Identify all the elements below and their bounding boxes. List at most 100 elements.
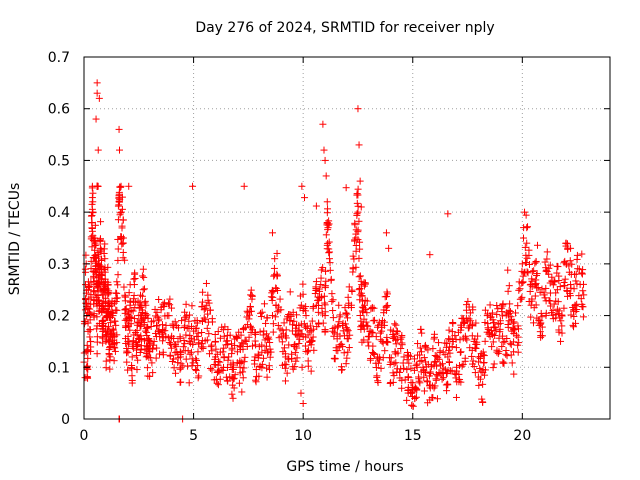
data-point xyxy=(429,345,437,353)
data-point xyxy=(116,146,124,154)
data-point xyxy=(258,341,266,349)
data-point xyxy=(518,279,526,287)
data-point xyxy=(528,277,536,285)
data-point xyxy=(494,320,502,328)
data-point xyxy=(211,331,219,339)
data-point xyxy=(210,361,218,369)
data-point xyxy=(441,351,449,359)
data-point xyxy=(84,374,92,382)
data-point xyxy=(421,368,429,376)
data-point xyxy=(452,393,460,401)
data-point xyxy=(180,336,188,344)
data-point xyxy=(507,313,515,321)
data-point xyxy=(382,229,390,237)
data-point xyxy=(307,367,315,375)
data-point xyxy=(354,105,362,113)
data-point xyxy=(551,278,559,286)
data-point xyxy=(390,360,398,368)
data-point xyxy=(287,312,295,320)
data-point xyxy=(478,395,486,403)
data-point xyxy=(441,339,449,347)
data-point xyxy=(106,365,114,373)
data-point xyxy=(398,384,406,392)
x-axis-label: GPS time / hours xyxy=(286,459,403,475)
data-point xyxy=(360,336,368,344)
data-point xyxy=(555,326,563,334)
data-point xyxy=(341,320,349,328)
data-point xyxy=(335,318,343,326)
data-point xyxy=(263,334,271,342)
data-point xyxy=(463,336,471,344)
data-point xyxy=(371,316,379,324)
data-point xyxy=(266,339,274,347)
data-point xyxy=(111,344,119,352)
data-point xyxy=(560,282,568,290)
data-point xyxy=(198,340,206,348)
data-point xyxy=(94,146,102,154)
data-point xyxy=(83,341,91,349)
data-point xyxy=(235,328,243,336)
data-point xyxy=(185,379,193,387)
data-point xyxy=(411,395,419,403)
data-point xyxy=(259,354,267,362)
data-point xyxy=(396,374,404,382)
data-point xyxy=(139,265,147,273)
data-point xyxy=(553,286,561,294)
data-point xyxy=(343,314,351,322)
data-point xyxy=(304,357,312,365)
data-point xyxy=(153,344,161,352)
data-point xyxy=(220,332,228,340)
data-point xyxy=(541,258,549,266)
data-point xyxy=(293,354,301,362)
data-point xyxy=(567,284,575,292)
data-point xyxy=(270,264,278,272)
data-point xyxy=(143,364,151,372)
data-point xyxy=(334,347,342,355)
data-point xyxy=(181,315,189,323)
data-point xyxy=(412,393,420,401)
data-point xyxy=(343,325,351,333)
data-point xyxy=(221,323,229,331)
data-point xyxy=(247,291,255,299)
data-point xyxy=(192,367,200,375)
data-point xyxy=(240,358,248,366)
data-point xyxy=(227,340,235,348)
data-point xyxy=(321,156,329,164)
data-point xyxy=(404,373,412,381)
data-point xyxy=(522,211,530,219)
data-point xyxy=(448,335,456,343)
data-point xyxy=(161,299,169,307)
data-point xyxy=(323,241,331,249)
data-point xyxy=(175,324,183,332)
data-point xyxy=(357,277,365,285)
data-point xyxy=(159,348,167,356)
data-point xyxy=(194,362,202,370)
data-point xyxy=(125,289,133,297)
data-point xyxy=(282,326,290,334)
data-point xyxy=(243,321,251,329)
data-point xyxy=(333,323,341,331)
data-point xyxy=(125,182,133,190)
data-point xyxy=(580,291,588,299)
x-tick-label: 10 xyxy=(294,428,312,444)
data-point xyxy=(185,317,193,325)
data-point xyxy=(509,324,517,332)
data-point xyxy=(523,239,531,247)
data-point xyxy=(224,340,232,348)
data-point xyxy=(101,268,109,276)
data-point xyxy=(325,217,333,225)
data-point xyxy=(560,304,568,312)
data-point xyxy=(361,305,369,313)
data-point xyxy=(468,352,476,360)
data-point xyxy=(512,309,520,317)
data-point xyxy=(579,313,587,321)
data-point xyxy=(93,89,101,97)
x-tick-labels: 0 5 10 15 20 xyxy=(80,428,532,444)
data-point xyxy=(383,290,391,298)
data-point xyxy=(572,270,580,278)
data-point xyxy=(499,332,507,340)
data-point xyxy=(363,297,371,305)
data-point xyxy=(229,394,237,402)
data-point xyxy=(312,286,320,294)
data-point xyxy=(102,332,110,340)
